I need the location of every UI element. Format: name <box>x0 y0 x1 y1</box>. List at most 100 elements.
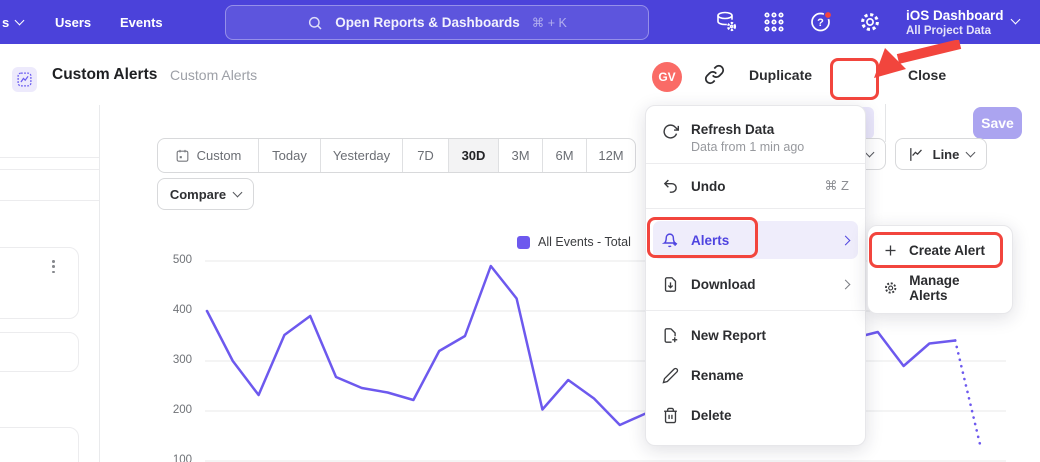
sidebar-card <box>0 247 79 319</box>
nav-item-truncated-label: s <box>2 14 10 30</box>
close-button[interactable]: Close <box>908 66 947 83</box>
sidebar-card <box>0 332 79 372</box>
download-icon <box>664 276 677 292</box>
menu-item-download-label: Download <box>691 276 756 292</box>
menu-divider <box>646 208 865 209</box>
submenu-manage-alerts-label: Manage Alerts <box>909 273 960 304</box>
compare-dropdown[interactable]: Compare <box>157 178 254 210</box>
search-placeholder: Open Reports & Dashboards <box>335 15 520 30</box>
sidebar-card <box>0 427 79 462</box>
date-range-6m[interactable]: 6M <box>543 139 587 172</box>
chart-type-dropdown[interactable]: Line <box>895 138 987 170</box>
rename-icon <box>662 367 679 384</box>
submenu-chevron-right-icon <box>840 279 851 289</box>
chevron-down-icon <box>14 15 25 26</box>
chevron-down-icon <box>965 147 976 158</box>
data-management-icon[interactable] <box>714 10 738 34</box>
submenu-chevron-right-icon <box>840 235 851 245</box>
search-input[interactable]: Open Reports & Dashboards ⌘ + K <box>225 5 649 40</box>
plus-icon <box>885 245 896 256</box>
date-range-today[interactable]: Today <box>259 139 321 172</box>
delete-icon <box>664 407 677 423</box>
date-range-30d-selected[interactable]: 30D <box>449 139 499 172</box>
project-switcher[interactable]: iOS Dashboard All Project Data <box>906 5 1004 39</box>
nav-item-events[interactable]: Events <box>120 0 163 44</box>
duplicate-button[interactable]: Duplicate <box>749 66 813 83</box>
report-options-menu: Refresh Data Data from 1 min ago Undo ⌘ … <box>645 105 866 446</box>
date-range-custom-label: Custom <box>196 148 242 163</box>
manage-gear-icon <box>884 282 897 294</box>
builder-sidebar <box>0 105 100 462</box>
report-type-icon-box <box>12 67 37 92</box>
nav-item-users[interactable]: Users <box>55 0 91 44</box>
new-report-icon <box>664 327 678 343</box>
sidebar-divider <box>0 157 99 158</box>
date-range-control: Custom Today Yesterday 7D 30D 3M 6M 12M <box>157 138 636 173</box>
menu-item-delete[interactable]: Delete <box>646 395 865 435</box>
save-button[interactable]: Save <box>973 107 1022 139</box>
search-icon <box>309 16 322 30</box>
date-range-yesterday[interactable]: Yesterday <box>321 139 403 172</box>
menu-item-alerts-label: Alerts <box>691 232 730 248</box>
chevron-down-icon <box>232 187 243 198</box>
help-icon[interactable]: ? <box>809 10 833 34</box>
menu-item-alerts[interactable]: Alerts <box>653 221 858 259</box>
menu-item-undo-shortcut: ⌘ Z <box>824 178 849 193</box>
nav-item-truncated[interactable]: s <box>2 0 25 44</box>
header-divider <box>885 104 886 142</box>
nav-item-users-label: Users <box>55 14 92 30</box>
submenu-create-alert-label: Create Alert <box>909 243 986 259</box>
y-axis-tick: 300 <box>172 354 192 366</box>
menu-item-new-report-label: New Report <box>691 327 767 343</box>
menu-item-refresh-label: Refresh Data <box>691 122 775 137</box>
submenu-item-manage-alerts[interactable]: Manage Alerts <box>868 270 1012 308</box>
chart-legend[interactable]: All Events - Total <box>517 235 631 249</box>
menu-item-refresh-subtitle: Data from 1 min ago <box>691 140 805 154</box>
settings-gear-icon[interactable] <box>858 10 882 34</box>
y-axis-tick: 100 <box>172 454 192 462</box>
menu-divider <box>646 163 865 164</box>
report-header-bar: Custom Alerts Custom Alerts GV Duplicate… <box>0 44 1040 142</box>
calendar-icon <box>176 149 188 162</box>
legend-swatch <box>517 235 530 249</box>
avatar[interactable]: GV <box>652 62 682 92</box>
project-chevron-down-icon[interactable] <box>1010 14 1021 25</box>
undo-icon <box>663 179 677 193</box>
compare-label: Compare <box>169 186 227 202</box>
alerts-submenu: Create Alert Manage Alerts <box>867 225 1013 314</box>
chevron-down-icon <box>864 147 875 158</box>
menu-item-delete-label: Delete <box>691 407 732 423</box>
menu-item-undo-label: Undo <box>691 178 726 194</box>
chart-type-label: Line <box>932 146 960 162</box>
nav-item-events-label: Events <box>120 14 163 30</box>
menu-item-download[interactable]: Download <box>646 263 865 305</box>
menu-item-new-report[interactable]: New Report <box>646 315 865 355</box>
svg-text:?: ? <box>817 17 824 29</box>
sidebar-divider <box>0 169 99 170</box>
breadcrumb: Custom Alerts <box>170 66 258 83</box>
y-axis-tick: 200 <box>172 404 192 416</box>
submenu-item-create-alert[interactable]: Create Alert <box>868 232 1012 270</box>
line-chart-icon <box>909 147 922 161</box>
refresh-icon <box>663 124 679 139</box>
menu-divider <box>646 310 865 311</box>
alerts-bell-icon <box>662 232 678 247</box>
date-range-12m[interactable]: 12M <box>598 148 624 163</box>
share-link-icon[interactable] <box>704 64 725 85</box>
project-name: iOS Dashboard <box>906 7 1004 23</box>
report-trend-icon <box>17 72 32 87</box>
menu-item-undo[interactable]: Undo ⌘ Z <box>646 164 865 208</box>
date-range-3m[interactable]: 3M <box>499 139 543 172</box>
menu-item-refresh-data[interactable]: Refresh Data Data from 1 min ago <box>646 112 865 163</box>
menu-item-rename[interactable]: Rename <box>646 355 865 395</box>
kebab-icon[interactable] <box>52 260 55 274</box>
legend-label: All Events - Total <box>538 235 631 249</box>
top-navigation-bar: s Users Events Open Reports & Dashboards… <box>0 0 1040 44</box>
y-axis-tick: 400 <box>172 304 192 316</box>
date-range-custom[interactable]: Custom <box>158 139 259 172</box>
apps-grid-icon[interactable] <box>762 10 786 34</box>
y-axis-tick: 500 <box>172 254 192 266</box>
date-range-7d[interactable]: 7D <box>403 139 449 172</box>
sidebar-divider <box>0 200 99 201</box>
